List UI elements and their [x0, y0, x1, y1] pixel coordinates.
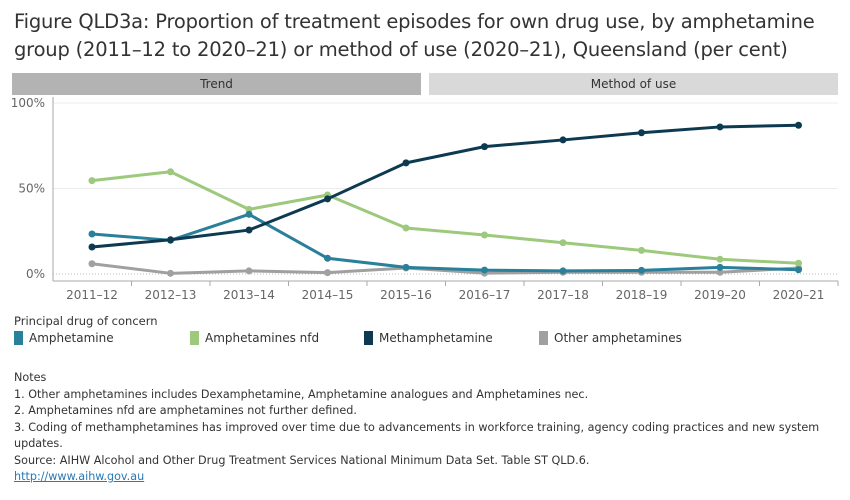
data-point-amphetamine: [88, 230, 96, 238]
data-point-other-amphetamines: [324, 269, 331, 277]
series-line-other-amphetamines: [91, 262, 799, 275]
figure-title: Figure QLD3a: Proportion of treatment ep…: [14, 10, 815, 61]
aihw-link[interactable]: http://www.aihw.gov.au: [14, 470, 145, 483]
x-tick-label: 2014–15: [302, 288, 354, 302]
tab-trend[interactable]: Trend: [12, 73, 421, 95]
source: Source: AIHW Alcohol and Other Drug Trea…: [14, 453, 590, 467]
note-1: 1. Other amphetamines includes Dexamphet…: [14, 387, 589, 401]
data-point-amphetamines-nfd: [245, 205, 253, 213]
data-point-methamphetamine: [481, 143, 488, 151]
notes-heading: Notes: [14, 371, 47, 384]
x-tick-label: 2018–19: [616, 288, 668, 302]
data-point-amphetamine: [402, 263, 410, 271]
x-tick-label: 2016–17: [459, 288, 511, 302]
data-point-amphetamines-nfd: [88, 177, 96, 185]
note-2: 2. Amphetamines nfd are amphetamines not…: [14, 404, 357, 417]
x-tick-label: 2013–14: [223, 288, 275, 302]
x-tick-label: 2020–21: [773, 288, 825, 302]
data-point-amphetamine: [716, 263, 724, 271]
legend-swatch: [190, 331, 199, 345]
series-line-amphetamine: [91, 212, 799, 273]
data-point-amphetamines-nfd: [716, 255, 724, 263]
data-point-amphetamines-nfd: [795, 259, 802, 267]
tab-method-of-use[interactable]: Method of use: [429, 73, 838, 95]
data-point-methamphetamine: [167, 236, 174, 244]
series-line-amphetamines-nfd: [91, 170, 799, 265]
data-point-amphetamine: [245, 210, 253, 218]
legend-title: Principal drug of concern: [14, 314, 158, 328]
x-tick-label: 2019–20: [694, 288, 746, 302]
legend-item-amphetamine[interactable]: Amphetamine: [14, 331, 114, 345]
data-point-methamphetamine: [638, 129, 645, 137]
legend-item-methamphetamine[interactable]: Methamphetamine: [364, 331, 493, 345]
series-line-methamphetamine: [91, 123, 799, 249]
data-point-methamphetamine: [795, 121, 802, 129]
data-point-methamphetamine: [402, 159, 410, 167]
data-point-methamphetamine: [245, 226, 253, 234]
x-tick-label: 2015–16: [380, 288, 432, 302]
data-point-other-amphetamines: [245, 267, 253, 275]
y-tick-label: 0%: [26, 267, 45, 281]
y-tick-label: 50%: [18, 182, 45, 196]
data-point-amphetamines-nfd: [638, 246, 645, 254]
data-point-amphetamines-nfd: [402, 224, 410, 232]
legend-label: Other amphetamines: [554, 331, 682, 345]
data-point-amphetamine: [795, 266, 802, 274]
y-tick-label: 100%: [11, 96, 45, 110]
legend-label: Amphetamines nfd: [205, 331, 320, 345]
legend-label: Methamphetamine: [379, 331, 493, 345]
legend-label: Amphetamine: [29, 331, 114, 345]
notes: Notes 1. Other amphetamines includes Dex…: [14, 370, 834, 486]
data-point-amphetamine: [481, 266, 488, 274]
data-point-amphetamines-nfd: [167, 168, 174, 176]
data-point-amphetamines-nfd: [481, 231, 488, 239]
data-point-amphetamines-nfd: [559, 239, 567, 247]
legend-swatch: [539, 331, 548, 345]
data-point-other-amphetamines: [167, 269, 174, 277]
line-chart: 0% 50% 100% 2011–12 2012–13 2013–14 2014–15 201…: [11, 96, 839, 302]
data-point-other-amphetamines: [88, 260, 96, 268]
note-3: 3. Coding of methamphetamines has improv…: [14, 420, 820, 451]
legend-swatch: [14, 331, 23, 345]
legend-swatch: [364, 331, 373, 345]
data-point-other-amphetamines: [716, 268, 724, 276]
x-tick-label: 2011–12: [66, 288, 118, 302]
data-point-methamphetamine: [559, 136, 567, 144]
x-tick-label: 2012–13: [145, 288, 197, 302]
data-point-amphetamine: [324, 254, 331, 262]
data-point-methamphetamine: [88, 243, 96, 251]
data-point-methamphetamine: [716, 123, 724, 131]
x-tick-label: 2017–18: [537, 288, 589, 302]
data-point-amphetamine: [638, 266, 645, 274]
legend-item-other-amphetamines[interactable]: Other amphetamines: [539, 331, 682, 345]
data-point-amphetamine: [559, 267, 567, 275]
legend-item-amphetamines-nfd[interactable]: Amphetamines nfd: [190, 331, 319, 345]
data-point-methamphetamine: [324, 195, 331, 203]
